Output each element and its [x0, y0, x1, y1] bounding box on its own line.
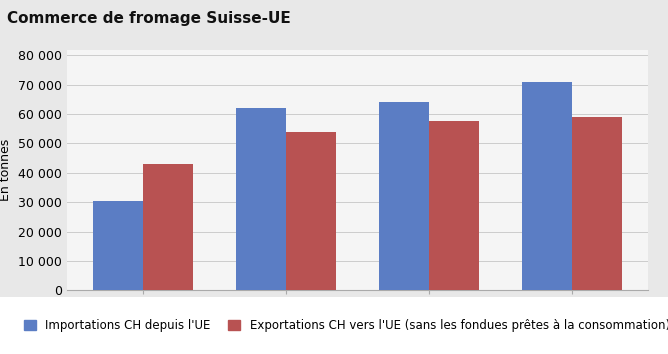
Bar	[236, 108, 286, 290]
Bar	[94, 201, 143, 290]
Bar	[572, 117, 621, 290]
Text: Commerce de fromage Suisse-UE: Commerce de fromage Suisse-UE	[7, 11, 291, 25]
Legend: Importations CH depuis l'UE, Exportations CH vers l'UE (sans les fondues prêtes : Importations CH depuis l'UE, Exportation…	[19, 314, 668, 337]
Bar	[429, 121, 479, 290]
Bar	[143, 164, 193, 290]
Y-axis label: En tonnes: En tonnes	[0, 139, 13, 201]
Bar	[286, 132, 336, 290]
Bar	[379, 102, 429, 290]
Bar	[522, 82, 572, 290]
